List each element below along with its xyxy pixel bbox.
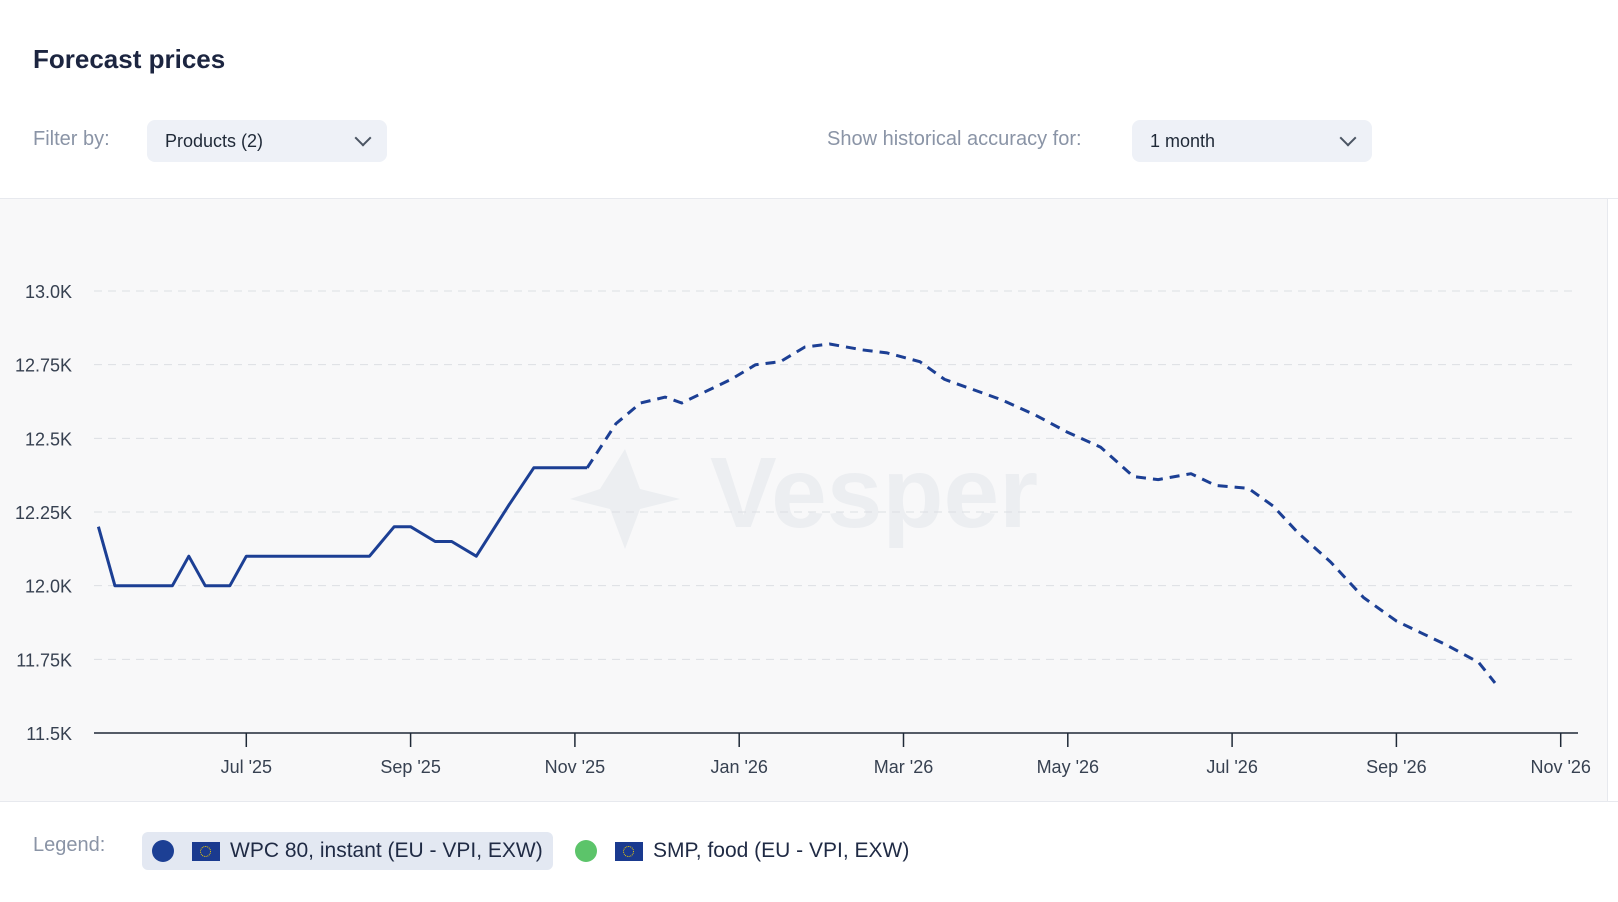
y-tick-label: 12.0K <box>25 577 72 597</box>
x-tick-label: Nov '26 <box>1530 757 1590 777</box>
y-tick-label: 12.75K <box>15 356 72 376</box>
legend-item-label: WPC 80, instant (EU - VPI, EXW) <box>230 839 543 862</box>
historical-series-line[interactable] <box>96 466 588 588</box>
series-color-dot <box>575 840 597 862</box>
products-filter-dropdown[interactable]: Products (2) <box>147 120 387 162</box>
products-filter-value: Products (2) <box>165 130 264 151</box>
series-color-dot <box>152 840 174 862</box>
legend-item-label: SMP, food (EU - VPI, EXW) <box>653 839 910 862</box>
forecast-chart[interactable]: Vesper 11.5K 11.75K 12.0K 12.25K 12.5K 12.75K… <box>0 199 1600 801</box>
x-tick-label: May '26 <box>1037 757 1099 777</box>
legend-item-wpc80[interactable]: WPC 80, instant (EU - VPI, EXW) <box>142 832 553 870</box>
x-tick-label: Mar '26 <box>874 757 933 777</box>
x-tick-label: Nov '25 <box>545 757 605 777</box>
watermark-text: Vesper <box>710 437 1038 549</box>
y-tick-label: 11.75K <box>16 650 72 670</box>
chart-right-edge <box>1607 199 1618 801</box>
historical-accuracy-label: Show historical accuracy for: <box>827 128 1082 150</box>
y-tick-label: 11.5K <box>26 724 72 744</box>
x-tick-label: Jan '26 <box>710 757 767 777</box>
eu-flag-icon <box>192 841 220 861</box>
legend-item-smp[interactable]: SMP, food (EU - VPI, EXW) <box>565 832 919 870</box>
historical-accuracy-dropdown[interactable]: 1 month <box>1132 120 1372 162</box>
x-tick-label: Sep '25 <box>380 757 441 777</box>
x-tick-label: Jul '25 <box>221 757 272 777</box>
historical-accuracy-value: 1 month <box>1150 130 1216 151</box>
x-tick-label: Sep '26 <box>1366 757 1427 777</box>
chevron-down-icon <box>1339 129 1357 147</box>
vesper-watermark-logo: Vesper <box>570 437 1038 549</box>
page-title: Forecast prices <box>33 44 226 74</box>
y-tick-label: 12.25K <box>15 503 72 523</box>
y-tick-label: 13.0K <box>25 282 72 302</box>
x-tick-label: Jul '26 <box>1206 757 1257 777</box>
chevron-down-icon <box>354 129 372 147</box>
chart-panel: Vesper 11.5K 11.75K 12.0K 12.25K 12.5K 12.75K… <box>0 198 1618 802</box>
y-tick-label: 12.5K <box>25 429 72 449</box>
eu-flag-icon <box>615 841 643 861</box>
legend-label: Legend: <box>33 834 106 856</box>
filter-by-label: Filter by: <box>33 128 110 150</box>
